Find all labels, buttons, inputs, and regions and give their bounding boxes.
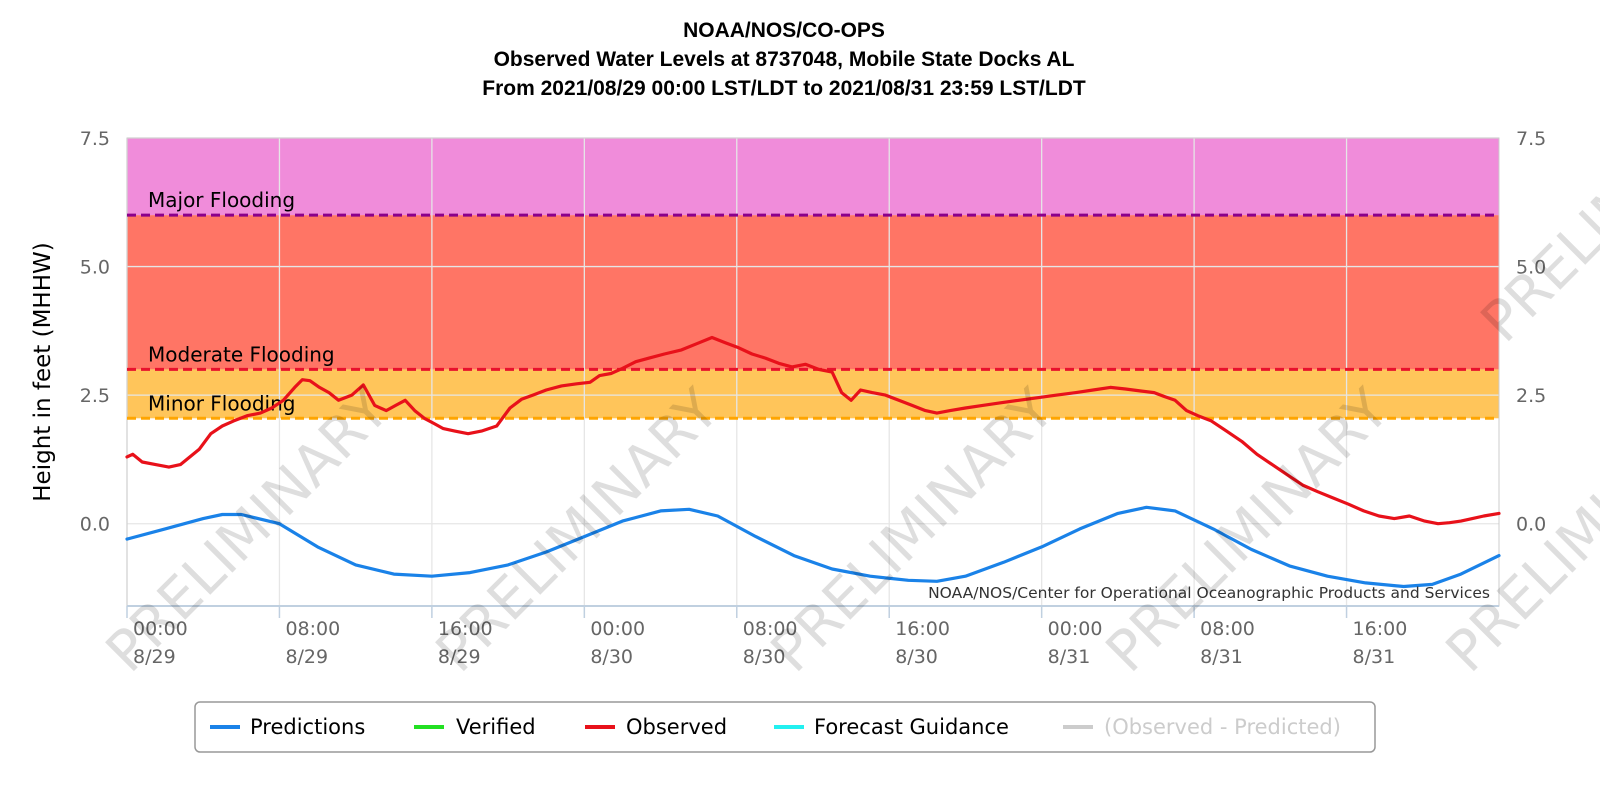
x-tick-date: 8/29 xyxy=(285,646,328,668)
legend-item-verified[interactable]: Verified xyxy=(414,715,536,739)
x-tick-date: 8/29 xyxy=(133,646,176,668)
threshold-label-major-flooding: Major Flooding xyxy=(148,188,295,212)
x-tick-date: 8/29 xyxy=(438,646,481,668)
chart-title-line-3: From 2021/08/29 00:00 LST/LDT to 2021/08… xyxy=(482,77,1086,100)
legend-label-observed-minus-predicted: (Observed - Predicted) xyxy=(1104,715,1341,739)
x-tick-time: 00:00 xyxy=(1048,618,1103,640)
x-tick-time: 00:00 xyxy=(590,618,645,640)
y-tick-label-left: 5.0 xyxy=(80,257,110,279)
series-line-predictions xyxy=(125,505,1501,589)
plot-area: Major Flooding Moderate Flooding Minor Flo… xyxy=(125,137,1501,607)
band-major-flooding xyxy=(127,138,1499,216)
x-tick-time: 16:00 xyxy=(438,618,493,640)
legend-label-observed: Observed xyxy=(626,715,727,739)
legend-item-observed[interactable]: Observed xyxy=(585,715,727,739)
threshold-label-moderate-flooding: Moderate Flooding xyxy=(148,342,335,366)
legend: Predictions Verified Observed Forecast G… xyxy=(194,701,1376,753)
series-line-observed xyxy=(125,335,1501,526)
x-tick-time: 16:00 xyxy=(895,618,950,640)
threshold-label-minor-flooding: Minor Flooding xyxy=(148,391,295,415)
x-tick-date: 8/30 xyxy=(590,646,633,668)
legend-label-forecast-guidance: Forecast Guidance xyxy=(814,715,1009,739)
y-axis-title: Height in feet (MHHW) xyxy=(30,242,56,501)
legend-label-predictions: Predictions xyxy=(250,715,365,739)
legend-item-predictions[interactable]: Predictions xyxy=(210,715,365,739)
y-tick-label-right: 0.0 xyxy=(1516,514,1546,536)
x-tick-time: 08:00 xyxy=(743,618,798,640)
y-tick-label-left: 2.5 xyxy=(80,385,110,407)
y-tick-label-right: 2.5 xyxy=(1516,385,1546,407)
x-tick-time: 08:00 xyxy=(285,618,340,640)
y-tick-label-left: 0.0 xyxy=(80,514,110,536)
watermark-preliminary: PRELIMINARY xyxy=(424,377,732,685)
legend-label-verified: Verified xyxy=(456,715,536,739)
chart-title-line-2: Observed Water Levels at 8737048, Mobile… xyxy=(494,48,1075,71)
chart-title-line-1: NOAA/NOS/CO-OPS xyxy=(683,19,885,42)
credit-text: NOAA/NOS/Center for Operational Oceanogr… xyxy=(928,584,1490,602)
y-axis-ticks: 7.5 7.5 5.0 5.0 2.5 2.5 0.0 0.0 xyxy=(80,128,1546,536)
y-tick-label-right: 7.5 xyxy=(1516,128,1546,150)
x-tick-time: 16:00 xyxy=(1353,618,1408,640)
y-tick-label-right: 5.0 xyxy=(1516,257,1546,279)
x-tick-time: 08:00 xyxy=(1200,618,1255,640)
band-moderate-flooding xyxy=(127,215,1499,370)
x-tick-date: 8/30 xyxy=(743,646,786,668)
x-tick-date: 8/31 xyxy=(1048,646,1091,668)
legend-item-forecast-guidance[interactable]: Forecast Guidance xyxy=(774,715,1009,739)
x-tick-date: 8/31 xyxy=(1200,646,1243,668)
watermark-preliminary: PRELIMINARY xyxy=(94,377,402,685)
x-tick-date: 8/31 xyxy=(1353,646,1396,668)
y-tick-label-left: 7.5 xyxy=(80,128,110,150)
x-tick-time: 00:00 xyxy=(133,618,188,640)
legend-item-observed-minus-predicted[interactable]: (Observed - Predicted) xyxy=(1063,715,1341,739)
x-tick-date: 8/30 xyxy=(895,646,938,668)
x-axis-ticks: 00:00 8/29 08:00 8/29 16:00 8/29 00:00 8/30 08:0… xyxy=(126,606,1408,668)
